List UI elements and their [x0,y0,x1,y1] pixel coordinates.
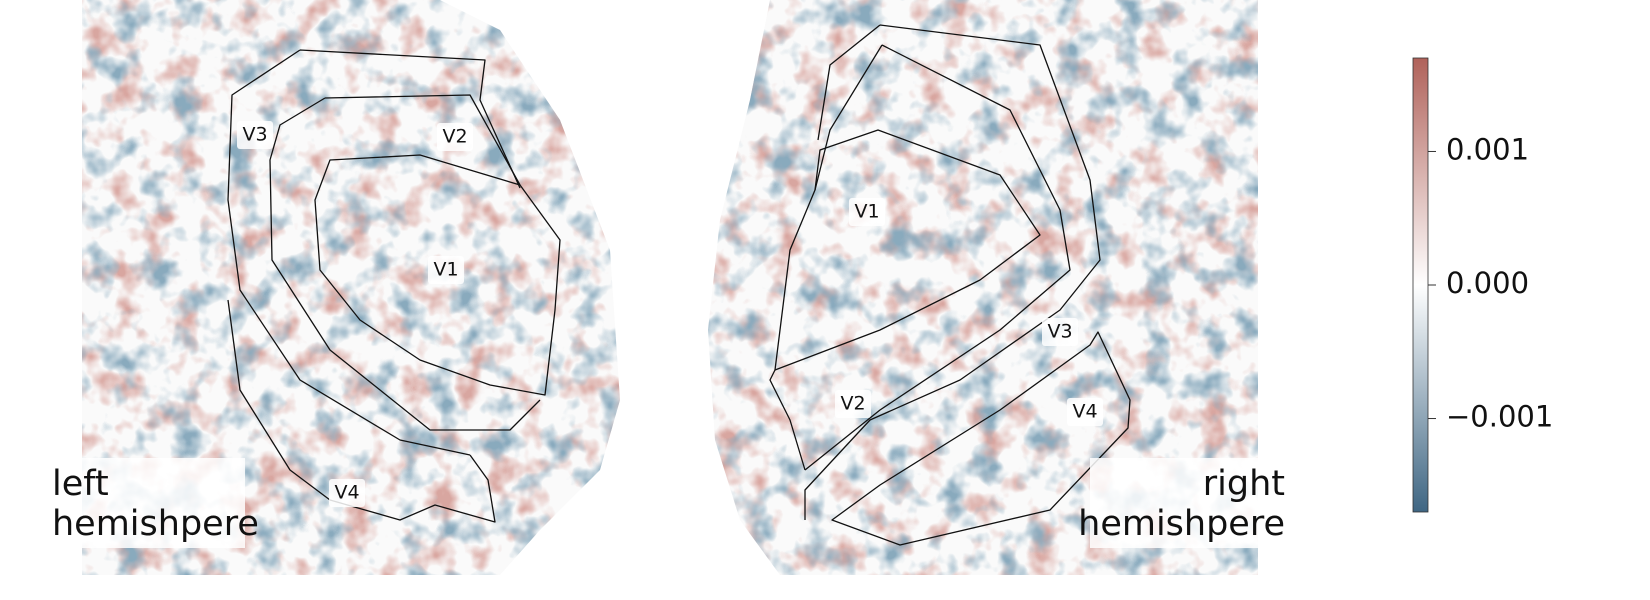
colorbar-tick-label: 0.001 [1446,132,1529,166]
hemisphere-label-bg [1090,458,1295,548]
left-outlines [227,49,561,523]
region-label: V2 [442,126,467,148]
region-label: V1 [433,259,458,281]
colorbar-tick-label: −0.001 [1446,400,1553,434]
hemisphere-label-bg [40,458,245,548]
hemisphere-label: right [1203,464,1285,504]
region-label-bg [428,256,464,284]
region-label-bg [849,198,885,226]
region-label: V3 [242,124,267,146]
region-label: V3 [1047,321,1072,343]
hemisphere-label: left [52,464,109,504]
region-label-bg [1067,398,1103,426]
hemisphere-label: hemishpere [1078,504,1285,544]
region-label: V2 [840,393,865,415]
colorbar [1412,57,1429,513]
hemisphere-label: hemishpere [52,504,259,544]
region-label: V4 [1072,401,1097,423]
region-label-bg [237,121,273,149]
right-outlines [769,24,1131,546]
region-label-bg [835,390,871,418]
left-map [82,0,620,575]
colorbar-tick-label: 0.000 [1446,266,1529,300]
labels: V3 V2V1V4lefthemishpereV1V2V3V4righthemis… [40,121,1295,548]
region-label: V4 [334,482,359,504]
region-label-bg [1042,318,1078,346]
region-label-bg [437,123,473,151]
region-label-bg [329,479,365,507]
region-label: V1 [854,201,879,223]
